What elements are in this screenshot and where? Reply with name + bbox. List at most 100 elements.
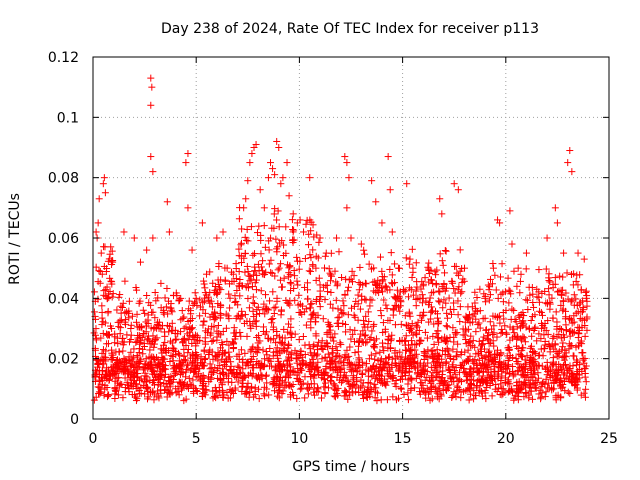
data-point (516, 364, 524, 372)
data-point (201, 294, 209, 302)
data-point (582, 378, 590, 386)
data-point (440, 296, 448, 304)
data-point (92, 393, 100, 401)
data-point (583, 326, 591, 334)
data-point (424, 263, 432, 271)
data-point (332, 343, 340, 351)
data-point (416, 339, 424, 347)
data-point (196, 312, 204, 320)
data-point (225, 341, 233, 349)
data-point (522, 265, 530, 273)
data-point (542, 265, 550, 273)
x-tick-label: 5 (192, 431, 201, 447)
data-point (559, 339, 567, 347)
data-point (455, 271, 463, 279)
data-point (92, 325, 100, 333)
data-point (378, 267, 386, 275)
data-point (262, 348, 270, 356)
data-point (430, 340, 438, 348)
data-point (168, 339, 176, 347)
data-point (346, 326, 354, 334)
data-point (401, 312, 409, 320)
data-point (412, 287, 420, 295)
data-point (326, 323, 334, 331)
data-point (559, 297, 567, 305)
data-point (488, 392, 496, 400)
data-point (262, 291, 270, 299)
data-point (499, 298, 507, 306)
data-point (405, 341, 413, 349)
data-point (488, 280, 496, 288)
data-point (534, 361, 542, 369)
data-point (234, 362, 242, 370)
data-point (235, 268, 243, 276)
data-point (379, 319, 387, 327)
data-point (470, 387, 478, 395)
x-tick-label: 25 (600, 431, 618, 447)
data-point (493, 333, 501, 341)
data-point (343, 346, 351, 354)
data-point (545, 291, 553, 299)
data-point (347, 335, 355, 343)
data-point (180, 397, 188, 405)
data-point (442, 247, 450, 255)
data-point (345, 352, 353, 360)
data-point (456, 368, 464, 376)
data-point (90, 288, 98, 296)
data-point (315, 238, 323, 246)
data-point (467, 380, 475, 388)
data-point (143, 291, 151, 299)
data-point (369, 278, 377, 286)
data-point (340, 368, 348, 376)
data-point (545, 285, 553, 293)
data-point (582, 288, 590, 296)
data-point (572, 295, 580, 303)
data-point (445, 294, 453, 302)
data-point (581, 393, 589, 401)
data-point (504, 274, 512, 282)
data-point (524, 296, 532, 304)
data-point (451, 370, 459, 378)
data-point (518, 336, 526, 344)
data-point (479, 372, 487, 380)
data-point (369, 322, 377, 330)
data-point (350, 302, 358, 310)
data-point (370, 264, 378, 272)
data-point (104, 257, 112, 265)
data-point (529, 298, 537, 306)
data-point (546, 348, 554, 356)
data-point (414, 318, 422, 326)
data-point (251, 391, 259, 399)
data-point (401, 287, 409, 295)
x-tick-label: 15 (394, 431, 412, 447)
data-point (552, 308, 560, 316)
grid (93, 57, 609, 419)
data-point (359, 339, 367, 347)
data-point (301, 255, 309, 263)
data-point (208, 303, 216, 311)
data-point (114, 391, 122, 399)
data-point (324, 350, 332, 358)
data-point (435, 352, 443, 360)
data-point (245, 371, 253, 379)
data-point (299, 333, 307, 341)
data-point (582, 385, 590, 393)
data-point (402, 332, 410, 340)
data-point (113, 306, 121, 314)
data-point (332, 296, 340, 304)
data-point (318, 337, 326, 345)
data-point (331, 267, 339, 275)
data-point (535, 351, 543, 359)
data-point (245, 304, 253, 312)
data-point (200, 280, 208, 288)
y-tick-label: 0.06 (48, 231, 79, 247)
data-point (413, 331, 421, 339)
data-point (513, 357, 521, 365)
data-point (289, 389, 297, 397)
data-point (452, 330, 460, 338)
data-point (434, 368, 442, 376)
data-point (406, 255, 414, 263)
data-point (451, 262, 459, 270)
chart-title: Day 238 of 2024, Rate Of TEC Index for r… (161, 21, 539, 37)
data-point (496, 352, 504, 360)
